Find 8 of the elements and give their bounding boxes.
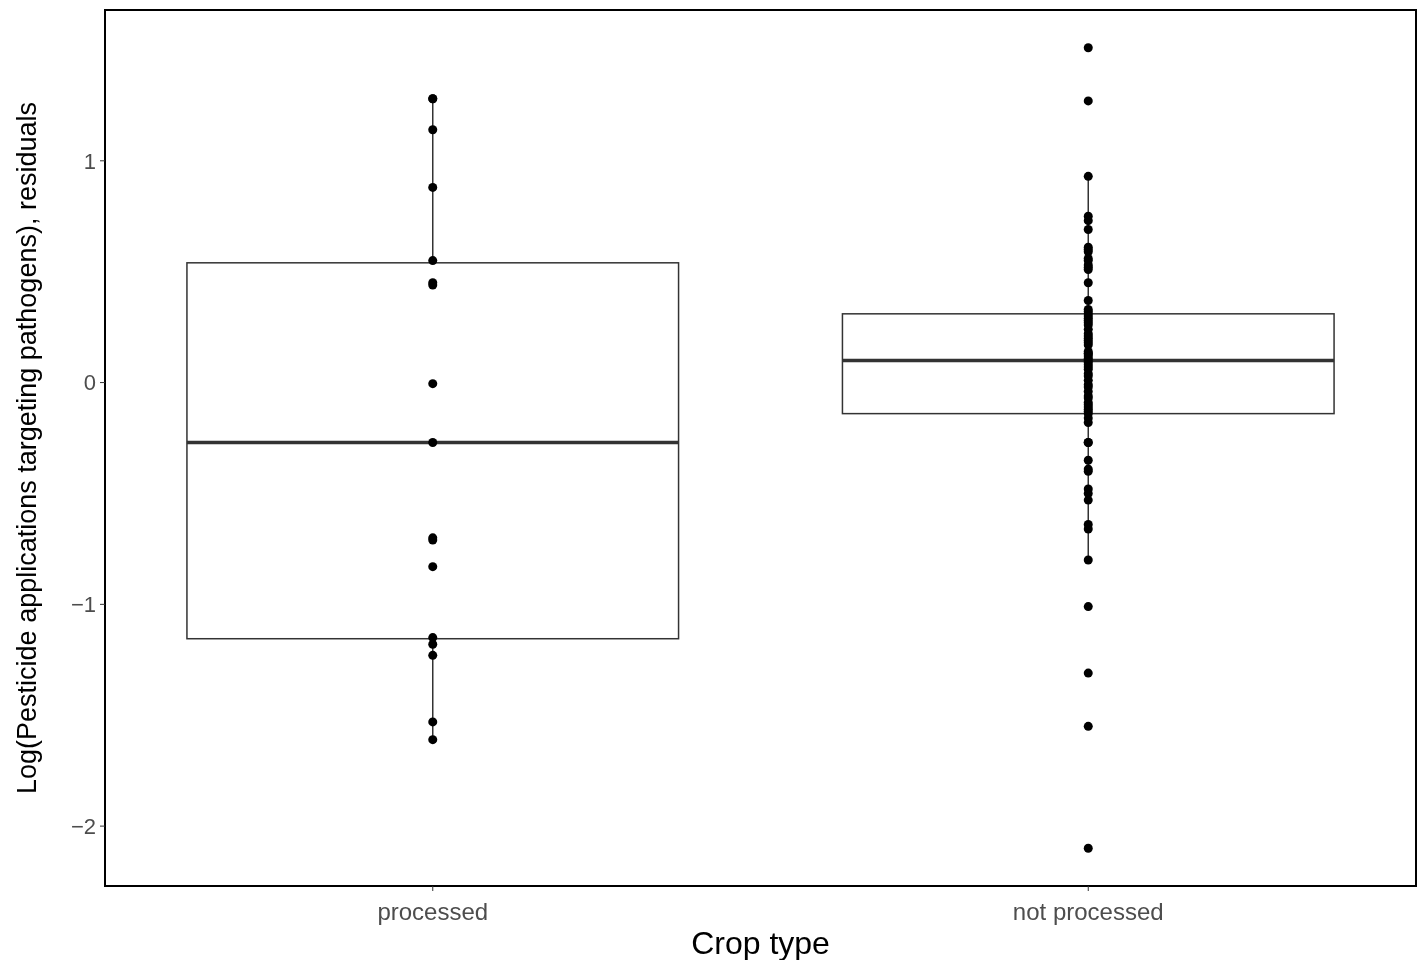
y-tick-label: −1 — [70, 592, 96, 618]
x-axis-title: Crop type — [691, 925, 830, 961]
y-tick-label: −2 — [70, 813, 96, 839]
y-axis-title: Log(Pesticide applications targeting pathogens), residuals — [12, 102, 42, 794]
y-tick-label: 0 — [83, 370, 96, 396]
x-tick-label: processed — [377, 898, 489, 925]
x-tick-label: not processed — [1012, 898, 1164, 925]
y-tick-label: 1 — [83, 148, 96, 174]
